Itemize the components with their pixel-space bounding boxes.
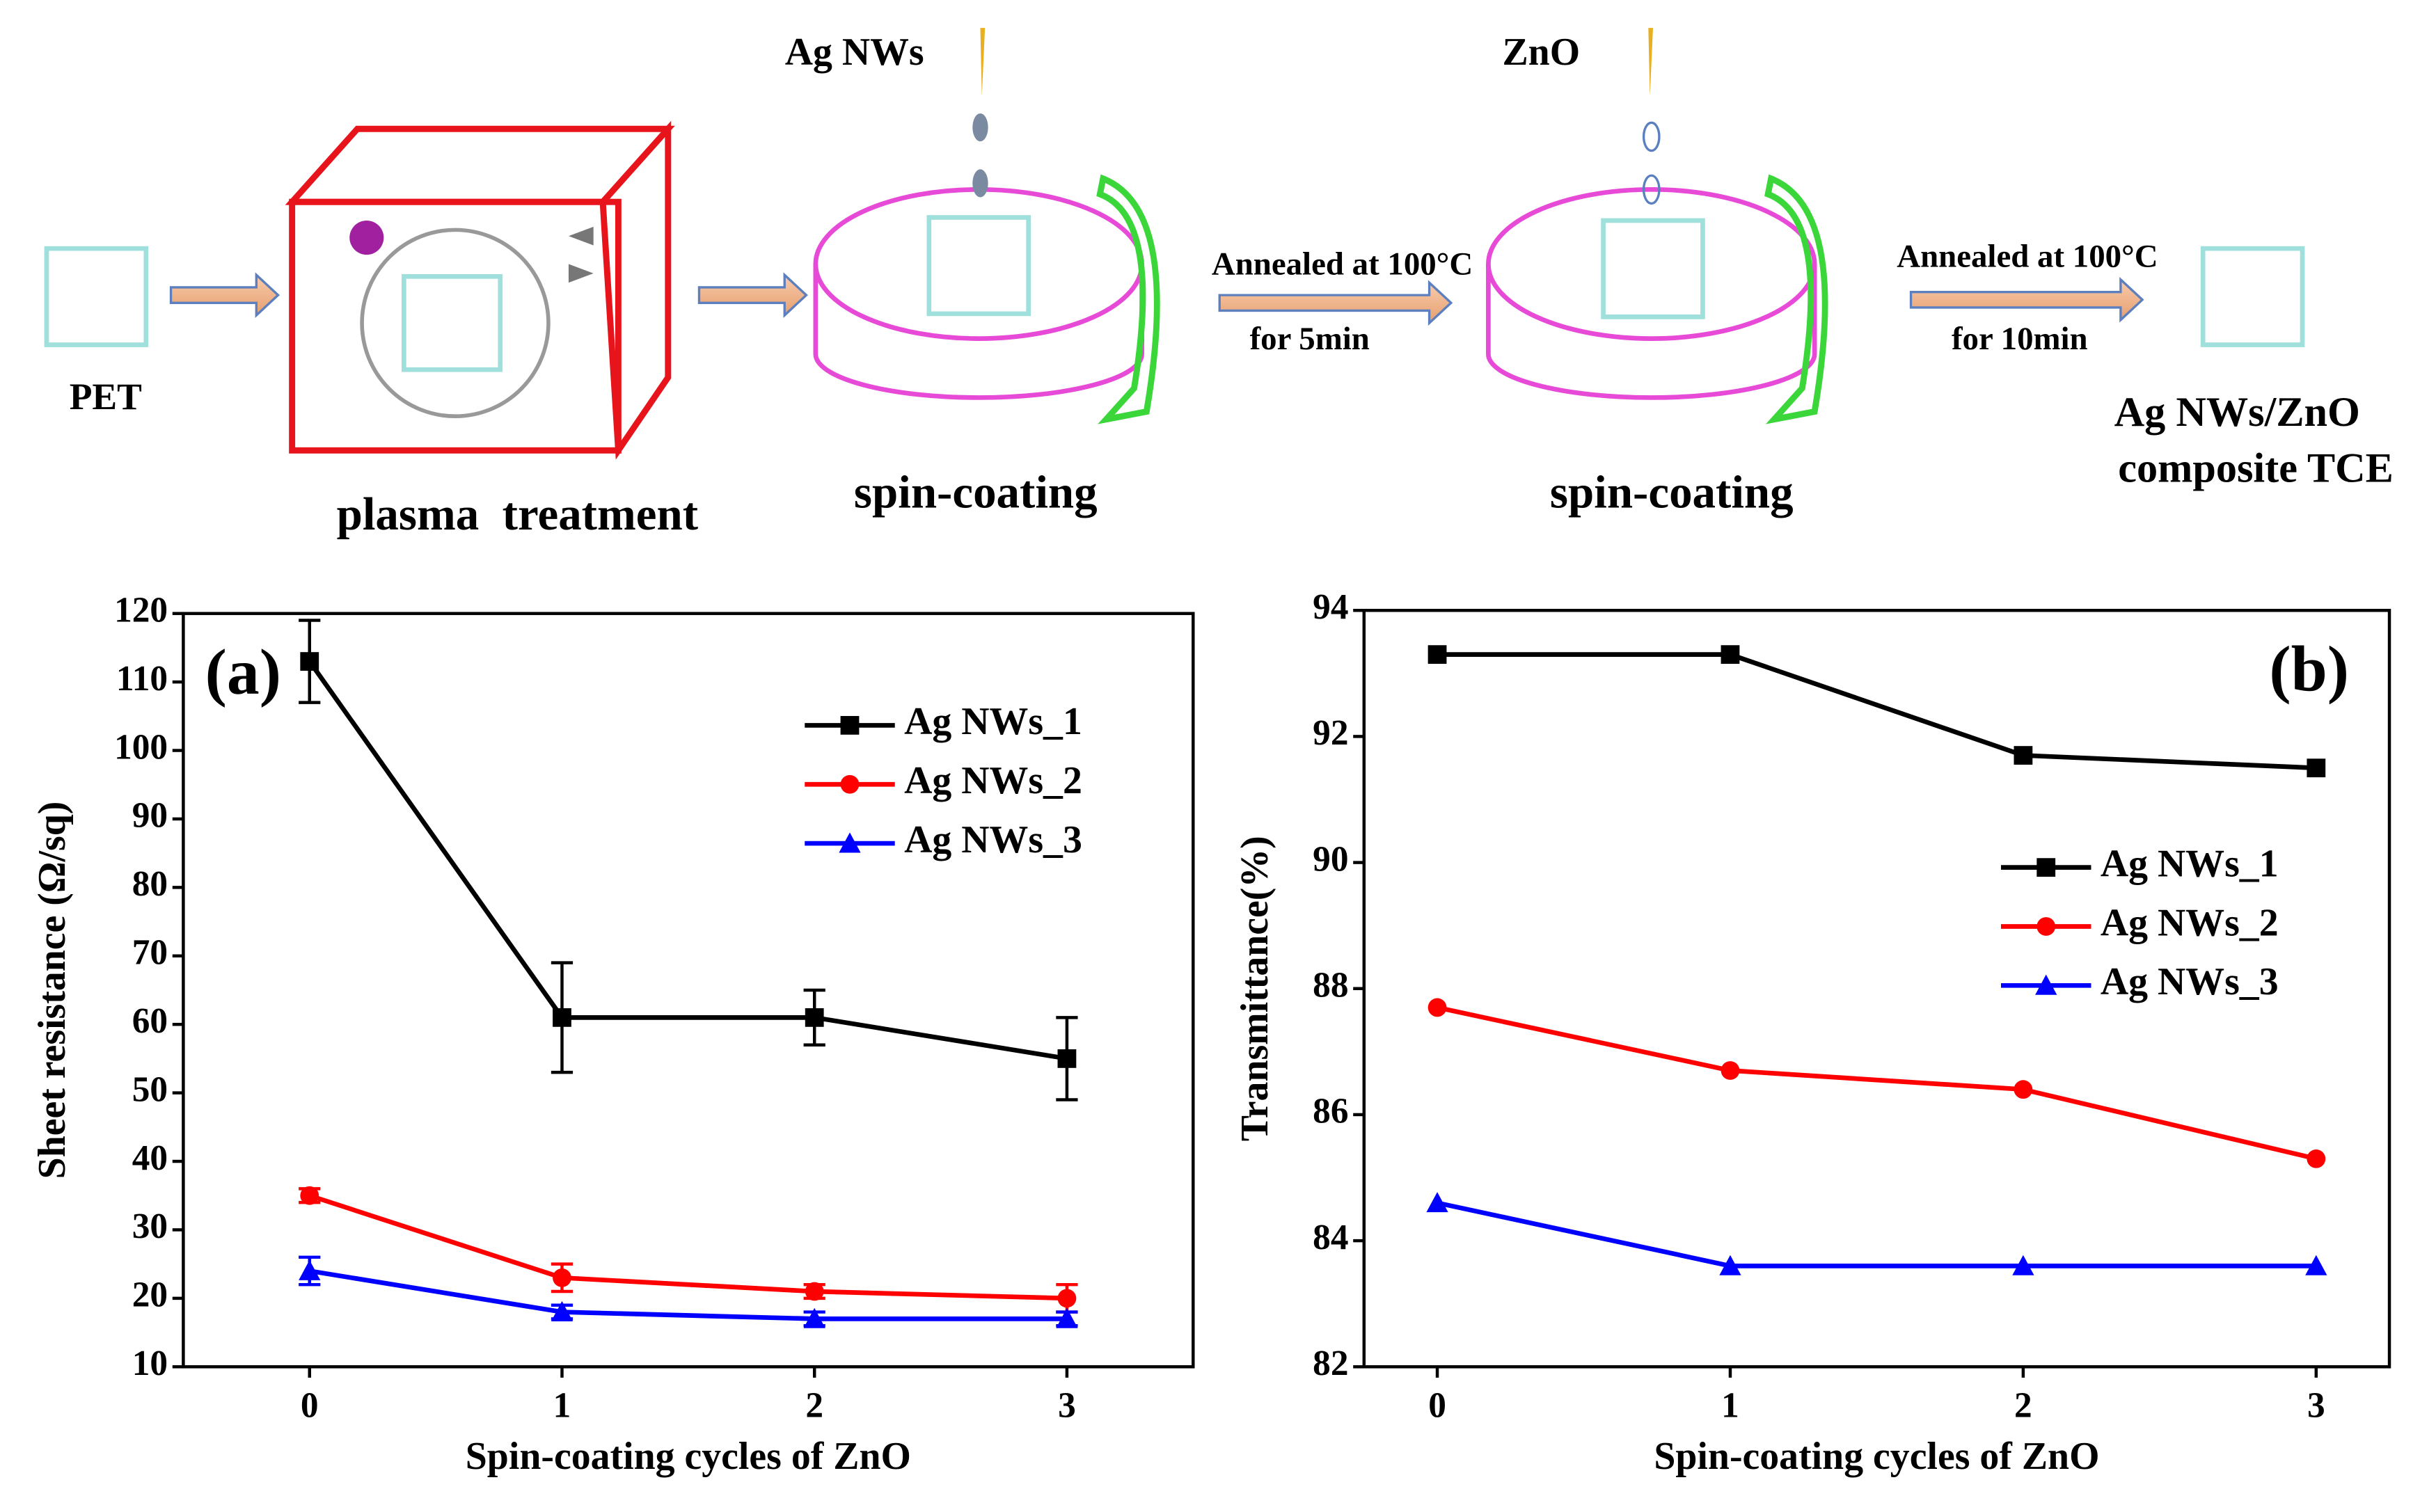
marker — [2305, 1255, 2327, 1275]
x-tick-label: 2 — [2014, 1385, 2032, 1425]
y-tick-label: 88 — [1313, 966, 1348, 1005]
label: for 5min — [1250, 321, 1370, 357]
label: Ag NWs — [785, 31, 924, 74]
label: ZnO — [1502, 31, 1580, 74]
label: PET — [70, 376, 142, 417]
marker — [2035, 974, 2057, 995]
y-axis-label: Transmittance(%) — [1233, 836, 1276, 1141]
marker — [1719, 1255, 1741, 1275]
marker — [2012, 1255, 2034, 1275]
x-axis-label: Spin-coating cycles of ZnO — [466, 1435, 911, 1478]
label: composite TCE — [2118, 445, 2394, 491]
marker — [839, 832, 861, 853]
panel-label: (a) — [205, 636, 281, 708]
series-line — [1437, 1005, 2317, 1161]
label: Annealed at 100°C — [1897, 239, 2158, 275]
series-line — [1437, 652, 2316, 771]
x-tick-label: 3 — [2307, 1385, 2325, 1425]
x-tick-label: 0 — [301, 1385, 319, 1425]
y-tick-label: 70 — [132, 933, 168, 973]
pet-substrate — [44, 246, 149, 347]
legend-label: Ag NWs_3 — [2101, 960, 2279, 1003]
marker — [300, 1186, 319, 1205]
panel-label: (b) — [2269, 633, 2349, 706]
x-tick-label: 0 — [1428, 1385, 1446, 1425]
legend-label: Ag NWs_1 — [2101, 842, 2279, 885]
marker — [1721, 1061, 1740, 1080]
y-tick-label: 90 — [132, 796, 168, 836]
y-tick-label: 110 — [116, 659, 168, 699]
plasma-chamber — [285, 120, 675, 460]
y-tick-label: 80 — [132, 864, 168, 904]
legend-label: Ag NWs_1 — [904, 700, 1082, 743]
y-tick-label: 50 — [132, 1069, 168, 1109]
marker — [1056, 1307, 1078, 1328]
label: spin-coating — [1550, 467, 1794, 518]
arrow — [169, 272, 280, 318]
y-axis-label: Sheet resistance (Ω/sq) — [31, 802, 74, 1179]
marker — [1057, 1289, 1077, 1308]
series-line — [1437, 1200, 2316, 1268]
marker — [299, 1259, 321, 1280]
legend-label: Ag NWs_2 — [2101, 901, 2279, 944]
marker — [840, 774, 860, 794]
marker — [2014, 746, 2033, 765]
plot-frame — [182, 612, 1195, 1369]
y-tick-label: 60 — [132, 1001, 168, 1041]
label: Annealed at 100°C — [1212, 246, 1473, 282]
marker — [2014, 1080, 2033, 1099]
legend-label: Ag NWs_2 — [904, 759, 1082, 802]
y-tick-label: 120 — [114, 590, 168, 630]
x-axis-label: Spin-coating cycles of ZnO — [1654, 1435, 2099, 1478]
marker — [1721, 645, 1740, 665]
marker — [300, 652, 319, 671]
y-tick-label: 86 — [1313, 1092, 1348, 1131]
x-tick-label: 2 — [805, 1385, 823, 1425]
y-tick-label: 90 — [1313, 839, 1348, 879]
marker — [2307, 1149, 2326, 1168]
series-line — [308, 1193, 1068, 1301]
legend-label: Ag NWs_3 — [904, 818, 1082, 861]
y-tick-label: 100 — [114, 727, 168, 767]
marker — [1427, 998, 1447, 1017]
series-line — [308, 660, 1068, 1061]
marker — [2307, 758, 2326, 778]
spin-coater — [813, 28, 1160, 424]
y-tick-label: 92 — [1313, 713, 1348, 753]
x-tick-label: 1 — [1721, 1385, 1739, 1425]
marker — [1426, 1192, 1448, 1213]
arrow — [1218, 280, 1453, 326]
y-tick-label: 20 — [132, 1275, 168, 1315]
marker — [553, 1008, 571, 1027]
series-line — [309, 1268, 1067, 1321]
marker — [1427, 645, 1447, 665]
marker — [805, 1008, 824, 1027]
label: Ag NWs/ZnO — [2114, 389, 2360, 436]
tce-substrate — [2200, 246, 2305, 347]
label: for 10min — [1952, 321, 2088, 357]
marker — [2036, 917, 2056, 936]
arrow — [1909, 276, 2144, 323]
y-tick-label: 10 — [132, 1344, 168, 1383]
y-tick-label: 30 — [132, 1207, 168, 1246]
label: spin-coating — [854, 467, 1098, 518]
marker — [2036, 858, 2056, 877]
label: plasma treatment — [337, 488, 698, 540]
x-tick-label: 1 — [553, 1385, 571, 1425]
marker — [1057, 1049, 1077, 1068]
schematic: Ag NWs ZnO PET plasma treatment spin-coa… — [44, 28, 2394, 540]
x-tick-label: 3 — [1058, 1385, 1076, 1425]
y-tick-label: 40 — [132, 1138, 168, 1178]
marker — [805, 1282, 824, 1301]
y-tick-label: 82 — [1313, 1344, 1348, 1383]
marker — [840, 716, 860, 735]
marker — [803, 1307, 825, 1328]
arrow — [697, 272, 808, 318]
spin-coater — [1486, 28, 1828, 424]
y-tick-label: 84 — [1313, 1218, 1348, 1257]
y-tick-label: 94 — [1313, 587, 1348, 627]
marker — [551, 1300, 574, 1321]
marker — [553, 1268, 571, 1287]
